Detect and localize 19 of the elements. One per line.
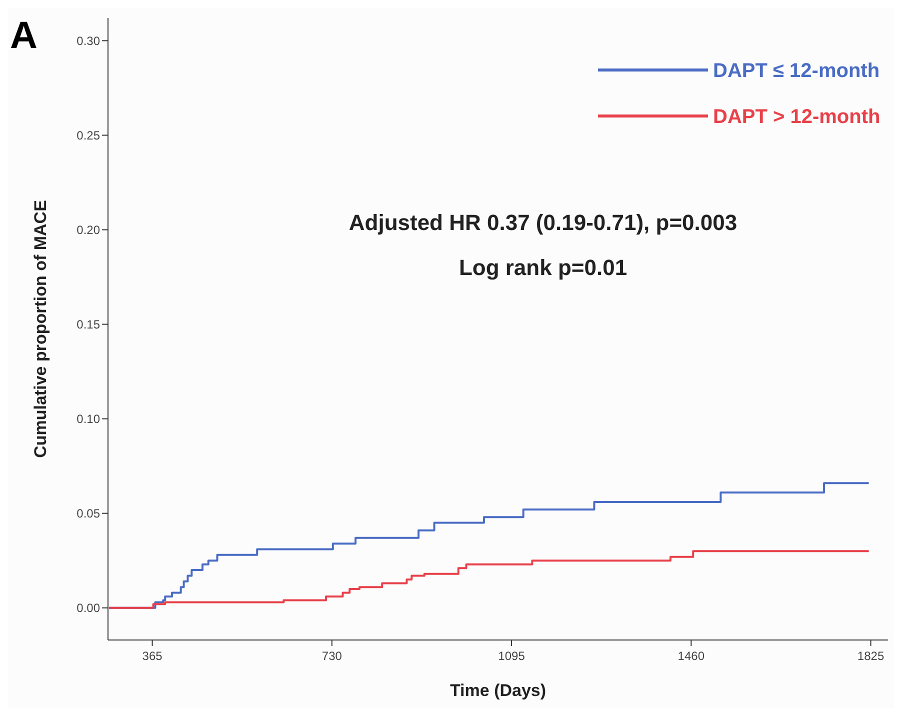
x-tick-label: 1825 bbox=[857, 649, 884, 663]
y-tick-label: 0.15 bbox=[76, 317, 100, 332]
y-tick-label: 0.30 bbox=[76, 34, 100, 48]
x-tick-label: 1460 bbox=[678, 649, 705, 663]
x-tick-label: 365 bbox=[142, 649, 163, 663]
y-tick-label: 0.10 bbox=[76, 412, 100, 426]
y-tick-label: 0.00 bbox=[76, 601, 100, 616]
y-axis-title: Cumulative proportion of MACE bbox=[31, 200, 50, 458]
annotation: Adjusted HR 0.37 (0.19-0.71), p=0.003 bbox=[348, 210, 738, 235]
x-tick-label: 1095 bbox=[498, 649, 526, 663]
text: A bbox=[10, 15, 38, 57]
text: DAPT ≤ 12-month bbox=[713, 60, 880, 82]
x-axis-title: Time (Days) bbox=[450, 681, 546, 700]
x-tick-label: 730 bbox=[322, 649, 342, 663]
annotation: Log rank p=0.01 bbox=[458, 255, 628, 280]
y-tick-label: 0.25 bbox=[76, 128, 100, 142]
text: DAPT > 12-month bbox=[713, 106, 880, 128]
y-tick-label: 0.20 bbox=[76, 222, 100, 237]
y-tick-label: 0.05 bbox=[76, 506, 100, 521]
